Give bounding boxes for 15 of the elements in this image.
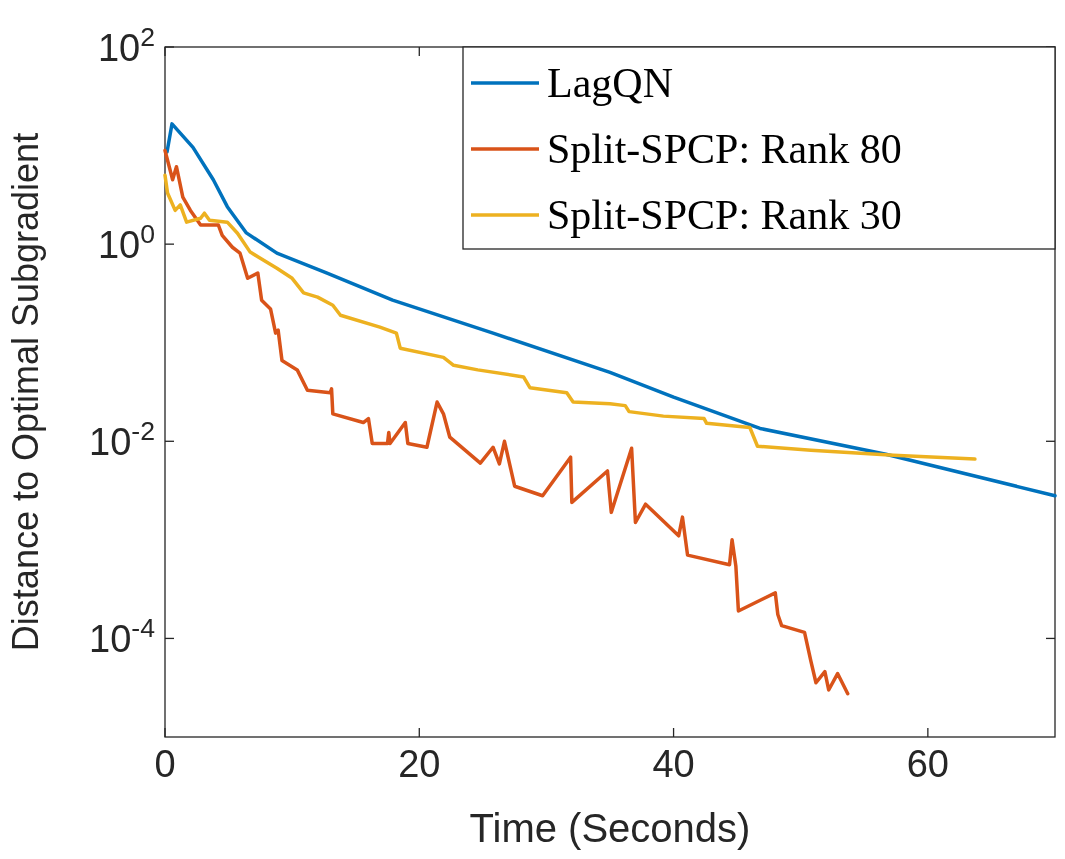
y-tick-label: 10$^{-4}$	[89, 613, 156, 661]
line-series	[163, 173, 977, 461]
y-tick-label: 10$^{-2}$	[89, 416, 155, 464]
x-axis-title: Time (Seconds)	[469, 806, 751, 850]
x-tick-label: 60	[906, 743, 949, 785]
y-tick-label: 10$^{2}$	[97, 22, 155, 69]
x-tick-label: 40	[652, 743, 695, 785]
legend-label: Split-SPCP: Rank 80	[547, 126, 902, 172]
y-axis-title: Distance to Optimal Subgradient	[5, 132, 46, 652]
line-series	[165, 122, 1057, 498]
legend-label: LagQN	[547, 60, 673, 106]
x-tick-label: 0	[154, 743, 176, 785]
y-tick-label: 10$^{0}$	[97, 219, 155, 267]
legend-label: Split-SPCP: Rank 30	[547, 192, 902, 238]
x-tick-label: 20	[398, 743, 441, 785]
